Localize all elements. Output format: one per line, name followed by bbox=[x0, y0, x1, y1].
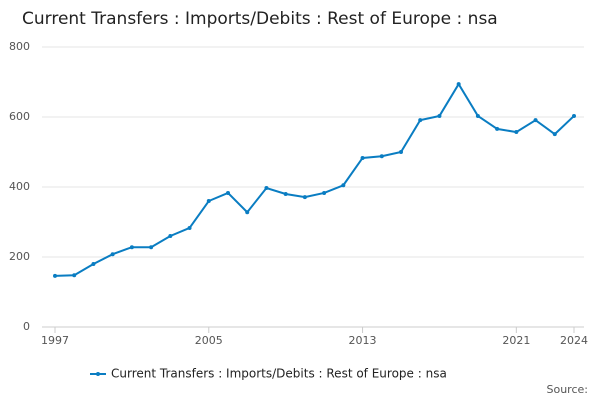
data-point bbox=[552, 132, 557, 137]
x-tick-label: 2013 bbox=[349, 334, 377, 347]
data-point bbox=[360, 155, 365, 160]
x-tick-label: 2005 bbox=[195, 334, 223, 347]
data-line bbox=[54, 82, 575, 277]
y-tick-label: 800 bbox=[9, 40, 30, 53]
data-point bbox=[456, 82, 461, 87]
legend-label: Current Transfers : Imports/Debits : Res… bbox=[111, 367, 447, 381]
data-point bbox=[379, 154, 384, 159]
y-tick-label: 400 bbox=[9, 180, 30, 193]
y-tick-label: 200 bbox=[9, 250, 30, 263]
data-point bbox=[129, 245, 134, 250]
data-point bbox=[206, 199, 211, 203]
data-point bbox=[341, 183, 346, 188]
data-point bbox=[302, 195, 307, 200]
data-point bbox=[283, 192, 288, 196]
data-point bbox=[72, 273, 77, 278]
data-point bbox=[399, 150, 403, 154]
data-point bbox=[533, 118, 538, 123]
x-tick-label: 1997 bbox=[41, 334, 69, 347]
data-point bbox=[572, 113, 576, 118]
data-point bbox=[149, 245, 154, 250]
data-point bbox=[245, 210, 250, 215]
x-tick-label: 2024 bbox=[560, 334, 588, 347]
data-point bbox=[226, 190, 230, 195]
data-point bbox=[495, 126, 500, 131]
data-point bbox=[187, 225, 192, 230]
x-tick-label: 2021 bbox=[502, 334, 530, 347]
source-note: Source: bbox=[547, 383, 589, 396]
data-point bbox=[437, 113, 442, 118]
chart-title: Current Transfers : Imports/Debits : Res… bbox=[22, 9, 498, 29]
data-point bbox=[264, 186, 269, 191]
data-point bbox=[53, 273, 57, 278]
data-point bbox=[168, 234, 173, 238]
data-point bbox=[91, 262, 96, 266]
data-point bbox=[418, 118, 423, 123]
data-point bbox=[322, 190, 327, 195]
legend-swatch-dot bbox=[96, 372, 100, 376]
y-tick-label: 600 bbox=[9, 110, 30, 123]
data-point bbox=[110, 252, 115, 257]
data-point bbox=[514, 130, 519, 135]
data-point bbox=[475, 113, 480, 118]
y-tick-label: 0 bbox=[23, 320, 30, 333]
